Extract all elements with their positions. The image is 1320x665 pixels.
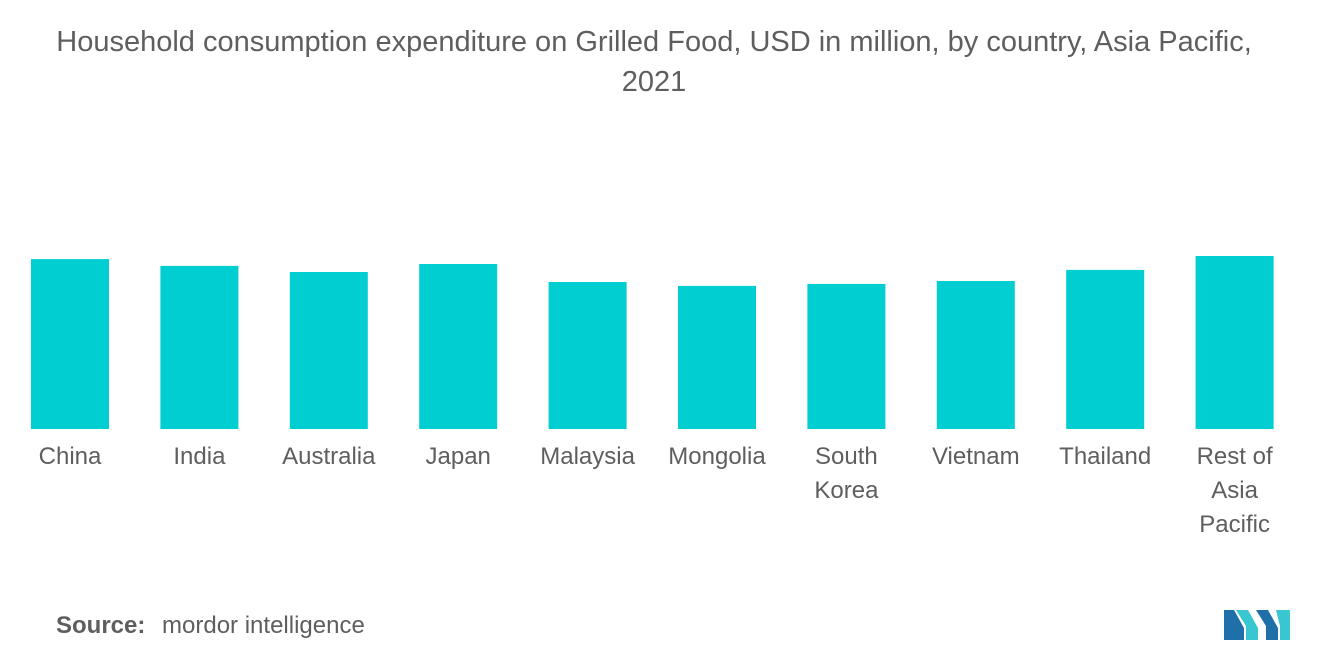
x-tick-label-line: Korea bbox=[814, 477, 879, 504]
bar-china bbox=[31, 259, 109, 429]
bar-south-korea bbox=[807, 283, 886, 429]
x-tick-label-line: Japan bbox=[426, 443, 491, 470]
x-tick-label-line: Pacific bbox=[1199, 511, 1270, 538]
x-tick-label: Australia bbox=[282, 443, 376, 470]
x-tick-label: Vietnam bbox=[932, 443, 1020, 470]
bar-japan bbox=[419, 264, 498, 429]
bar-malaysia bbox=[548, 282, 627, 429]
category-labels-group: China India Australia Japan Malaysia Mongolia… bbox=[39, 443, 1273, 538]
x-tick-label-line: Mongolia bbox=[668, 443, 766, 470]
x-tick-label-line: Malaysia bbox=[540, 443, 635, 470]
bar-australia bbox=[289, 272, 368, 429]
x-tick-label-line: Rest of bbox=[1197, 443, 1273, 470]
x-tick-label-line: China bbox=[39, 443, 102, 470]
x-tick-label: Thailand bbox=[1059, 443, 1151, 470]
bar-india bbox=[160, 265, 239, 429]
x-tick-label: Malaysia bbox=[540, 443, 635, 470]
x-tick-label: India bbox=[173, 443, 226, 470]
mordor-intelligence-logo-icon bbox=[1224, 610, 1290, 640]
x-tick-label-line: Asia bbox=[1211, 477, 1258, 504]
x-tick-label: China bbox=[39, 443, 102, 470]
bar-vietnam bbox=[936, 281, 1015, 429]
x-tick-label: Rest of Asia Pacific bbox=[1197, 443, 1273, 538]
x-tick-label: Mongolia bbox=[668, 443, 766, 470]
bar-thailand bbox=[1066, 269, 1145, 429]
x-tick-label-line: Australia bbox=[282, 443, 376, 470]
bars-group bbox=[31, 256, 1274, 429]
x-tick-label: Japan bbox=[426, 443, 491, 470]
x-tick-label-line: Vietnam bbox=[932, 443, 1020, 470]
bar-mongolia bbox=[678, 285, 756, 429]
x-tick-label-line: Thailand bbox=[1059, 443, 1151, 470]
bar-rest-of-asia-pacific bbox=[1195, 256, 1274, 429]
source-note: Source: mordor intelligence bbox=[56, 612, 365, 640]
x-tick-label-line: India bbox=[173, 443, 226, 470]
x-tick-label-line: South bbox=[815, 443, 878, 470]
source-text: mordor intelligence bbox=[162, 612, 365, 639]
chart-title: Household consumption expenditure on Gri… bbox=[56, 26, 1252, 98]
source-label: Source: bbox=[56, 612, 146, 639]
x-tick-label: South Korea bbox=[814, 443, 879, 504]
